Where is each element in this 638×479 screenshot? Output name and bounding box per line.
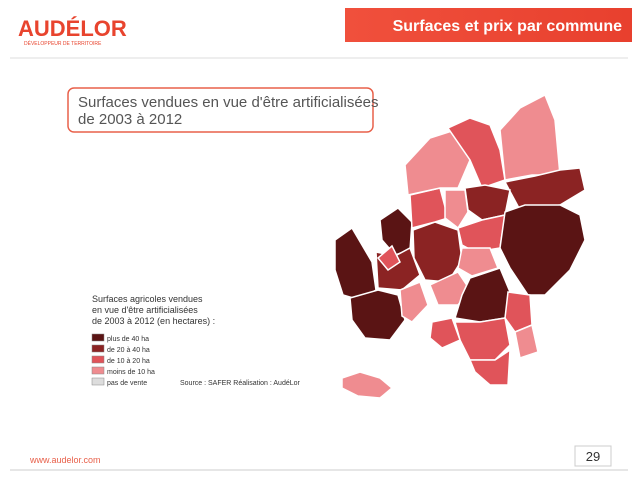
commune <box>412 221 463 283</box>
commune <box>499 204 586 296</box>
map <box>334 93 586 399</box>
commune <box>444 189 469 230</box>
legend-item: de 20 à 40 ha <box>107 347 150 354</box>
legend-swatch <box>91 344 105 353</box>
legend-title: de 2003 à 2012 (en hectares) : <box>92 316 215 326</box>
source: Source : SAFER Réalisation : AudéLor <box>180 380 301 387</box>
legend-title: Surfaces agricoles vendues <box>92 294 203 304</box>
legend-swatch <box>91 377 105 386</box>
commune <box>457 247 499 277</box>
logo-tagline: DÉVELOPPEUR DE TERRITOIRE <box>24 40 102 47</box>
legend-item: de 10 à 20 ha <box>107 358 150 365</box>
map-title: Surfaces vendues en vue d'être artificia… <box>78 94 379 111</box>
legend-item: pas de vente <box>107 380 147 387</box>
commune <box>341 371 394 399</box>
slide-title: Surfaces et prix par commune <box>393 18 623 35</box>
commune <box>429 317 461 349</box>
commune <box>454 267 511 323</box>
map-title: de 2003 à 2012 <box>78 111 182 128</box>
footer-url: www.audelor.com <box>29 455 101 465</box>
commune <box>446 117 506 189</box>
header-bar <box>345 8 632 42</box>
legend-swatch <box>91 333 105 342</box>
commune <box>499 93 561 181</box>
commune <box>514 323 539 359</box>
legend-item: plus de 40 ha <box>107 336 149 343</box>
commune <box>349 289 406 341</box>
commune <box>399 281 429 323</box>
logo: AUDÉLOR <box>18 16 127 41</box>
map-title-box <box>67 87 374 133</box>
page-number-box <box>574 445 612 467</box>
page-number: 29 <box>586 449 600 464</box>
commune <box>376 244 401 271</box>
commune <box>454 317 511 361</box>
legend-title: en vue d'être artificialisées <box>92 305 198 315</box>
commune <box>468 348 511 386</box>
commune <box>404 129 471 196</box>
commune <box>334 226 377 301</box>
legend-item: moins de 10 ha <box>107 369 155 376</box>
commune <box>457 214 506 253</box>
legend-swatch <box>91 366 105 375</box>
legend-swatch <box>91 355 105 364</box>
commune <box>379 207 413 256</box>
